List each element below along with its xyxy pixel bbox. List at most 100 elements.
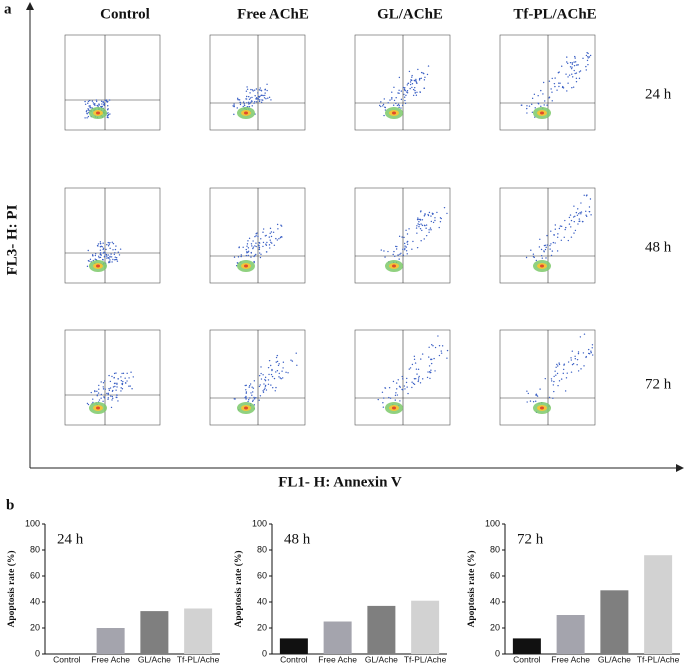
event-dot — [401, 375, 403, 378]
event-dot — [260, 378, 263, 380]
event-dot — [404, 99, 406, 102]
event-dot — [582, 352, 585, 354]
event-dot — [579, 336, 582, 338]
event-dot — [531, 103, 533, 106]
event-dot — [579, 211, 581, 214]
event-dot — [576, 358, 579, 361]
event-dot — [110, 406, 113, 409]
event-dot — [578, 220, 580, 223]
event-dot — [578, 212, 580, 215]
event-dot — [258, 246, 261, 249]
event-dot — [562, 368, 565, 371]
event-dot — [397, 103, 400, 106]
event-dot — [402, 378, 404, 380]
event-dot — [550, 230, 552, 232]
event-dot — [266, 83, 268, 85]
event-dot — [404, 388, 406, 390]
event-dot — [570, 359, 573, 361]
density-core — [392, 264, 396, 268]
event-dot — [115, 372, 117, 374]
event-dot — [588, 56, 591, 58]
event-dot — [260, 372, 262, 375]
event-dot — [245, 98, 247, 100]
event-dot — [258, 399, 260, 401]
flow-plot-frame — [209, 187, 306, 284]
density-core — [540, 406, 544, 410]
event-dot — [98, 384, 100, 387]
event-dot — [264, 94, 266, 97]
event-dot — [416, 91, 418, 93]
event-dot — [251, 89, 254, 91]
event-dot — [255, 98, 257, 100]
bar — [140, 611, 169, 654]
event-dot — [243, 103, 246, 105]
event-dot — [112, 397, 114, 400]
event-dot — [415, 227, 418, 229]
event-dot — [420, 223, 422, 225]
event-dot — [587, 352, 590, 355]
event-dot — [236, 97, 239, 100]
event-dot — [396, 388, 398, 390]
event-dot — [446, 212, 448, 215]
event-dot — [540, 248, 543, 251]
event-dot — [556, 250, 559, 252]
event-dot — [392, 253, 394, 256]
event-dot — [422, 378, 424, 380]
event-dot — [550, 380, 553, 382]
event-dot — [259, 384, 261, 386]
event-dot — [395, 392, 397, 394]
event-dot — [420, 71, 423, 74]
event-dot — [259, 395, 262, 397]
event-dot — [426, 376, 429, 379]
event-dot — [440, 217, 442, 220]
event-dot — [277, 228, 279, 230]
x-tick-label: GL/Ache — [598, 654, 631, 664]
event-dot — [247, 400, 249, 403]
event-dot — [262, 231, 264, 233]
event-dot — [555, 374, 557, 376]
event-dot — [92, 398, 94, 400]
event-dot — [102, 381, 105, 384]
event-dot — [277, 364, 280, 367]
event-dot — [255, 242, 257, 244]
event-dot — [418, 78, 421, 80]
event-dot — [540, 89, 542, 92]
event-dot — [108, 387, 110, 390]
event-dot — [395, 245, 397, 248]
density-core — [392, 406, 396, 410]
event-dot — [267, 97, 269, 99]
y-tick-label: 80 — [30, 544, 40, 554]
event-dot — [248, 98, 251, 100]
event-dot — [434, 217, 436, 219]
event-dot — [233, 113, 235, 116]
event-dot — [406, 90, 409, 92]
event-dot — [268, 236, 271, 238]
event-dot — [583, 194, 585, 196]
y-tick-label: 80 — [257, 544, 267, 554]
event-dot — [567, 239, 570, 242]
event-dot — [96, 244, 99, 247]
event-dot — [103, 104, 105, 107]
event-dot — [116, 382, 118, 385]
event-dot — [544, 100, 546, 102]
event-dot — [268, 359, 271, 362]
event-dot — [430, 371, 432, 374]
event-dot — [291, 360, 294, 362]
event-dot — [102, 400, 104, 403]
event-dot — [267, 366, 270, 369]
event-dot — [527, 392, 530, 395]
event-dot — [397, 379, 399, 381]
event-dot — [419, 211, 422, 213]
event-dot — [249, 102, 251, 105]
event-dot — [575, 77, 578, 80]
event-dot — [416, 232, 418, 234]
event-dot — [102, 248, 104, 251]
event-dot — [102, 247, 105, 249]
event-dot — [575, 72, 578, 74]
event-dot — [262, 374, 264, 376]
event-dot — [253, 261, 255, 264]
event-dot — [272, 231, 275, 233]
event-dot — [436, 211, 438, 214]
event-dot — [532, 401, 535, 403]
event-dot — [414, 92, 416, 94]
